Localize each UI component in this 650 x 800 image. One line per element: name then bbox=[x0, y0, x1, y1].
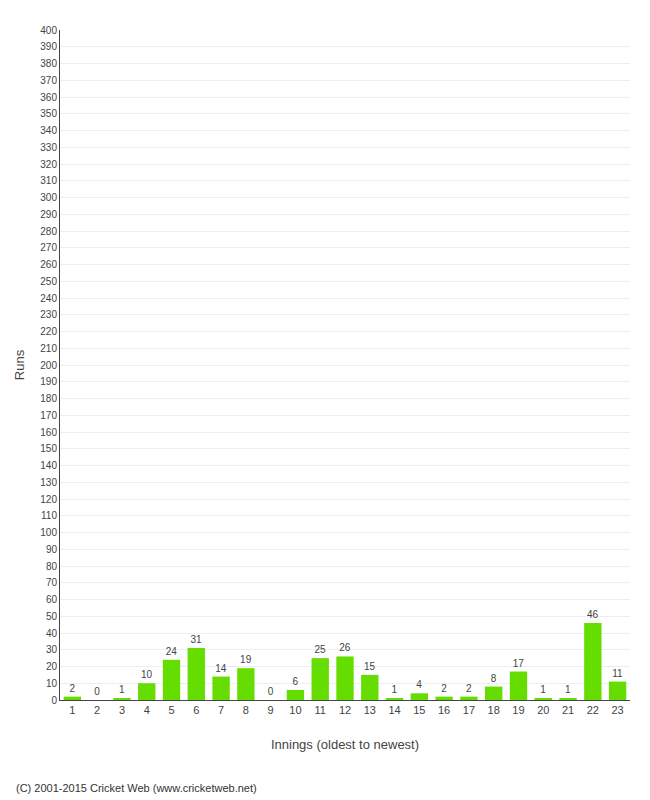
svg-text:10: 10 bbox=[46, 678, 58, 689]
svg-text:1: 1 bbox=[69, 704, 75, 716]
svg-text:5: 5 bbox=[168, 704, 174, 716]
svg-text:15: 15 bbox=[413, 704, 425, 716]
svg-text:8: 8 bbox=[243, 704, 249, 716]
svg-text:310: 310 bbox=[40, 175, 57, 186]
svg-text:180: 180 bbox=[40, 393, 57, 404]
svg-text:8: 8 bbox=[491, 673, 497, 684]
svg-text:11: 11 bbox=[315, 704, 326, 716]
svg-text:22: 22 bbox=[587, 704, 599, 716]
svg-text:23: 23 bbox=[611, 704, 623, 716]
svg-text:280: 280 bbox=[40, 226, 57, 237]
svg-text:110: 110 bbox=[41, 510, 57, 521]
svg-text:240: 240 bbox=[40, 293, 57, 304]
svg-text:Innings (oldest to newest): Innings (oldest to newest) bbox=[271, 737, 419, 752]
svg-text:10: 10 bbox=[141, 669, 153, 680]
svg-text:270: 270 bbox=[40, 242, 57, 253]
svg-text:70: 70 bbox=[46, 577, 58, 588]
svg-text:2: 2 bbox=[69, 683, 75, 694]
svg-text:25: 25 bbox=[314, 644, 326, 655]
svg-text:21: 21 bbox=[562, 704, 574, 716]
svg-text:Runs: Runs bbox=[12, 349, 27, 380]
svg-text:50: 50 bbox=[46, 611, 58, 622]
svg-text:17: 17 bbox=[513, 658, 525, 669]
svg-text:230: 230 bbox=[40, 309, 57, 320]
svg-text:390: 390 bbox=[40, 41, 57, 52]
svg-text:120: 120 bbox=[40, 494, 57, 505]
svg-text:40: 40 bbox=[46, 628, 58, 639]
svg-text:170: 170 bbox=[40, 410, 57, 421]
svg-text:140: 140 bbox=[40, 460, 57, 471]
svg-text:6: 6 bbox=[292, 676, 298, 687]
svg-text:9: 9 bbox=[268, 704, 274, 716]
svg-text:220: 220 bbox=[40, 326, 57, 337]
svg-text:2: 2 bbox=[94, 704, 100, 716]
svg-text:17: 17 bbox=[463, 704, 475, 716]
svg-text:380: 380 bbox=[40, 58, 57, 69]
svg-text:340: 340 bbox=[40, 125, 57, 136]
svg-text:1: 1 bbox=[540, 684, 546, 695]
svg-text:1: 1 bbox=[392, 684, 398, 695]
svg-text:(C) 2001-2015 Cricket Web (www: (C) 2001-2015 Cricket Web (www.cricketwe… bbox=[16, 782, 257, 794]
svg-text:12: 12 bbox=[339, 704, 351, 716]
svg-text:320: 320 bbox=[40, 159, 57, 170]
svg-text:10: 10 bbox=[289, 704, 301, 716]
svg-text:350: 350 bbox=[40, 108, 57, 119]
svg-text:2: 2 bbox=[441, 683, 447, 694]
svg-text:210: 210 bbox=[40, 343, 57, 354]
svg-text:1: 1 bbox=[565, 684, 571, 695]
svg-text:20: 20 bbox=[537, 704, 549, 716]
svg-text:16: 16 bbox=[438, 704, 450, 716]
svg-text:130: 130 bbox=[40, 477, 57, 488]
svg-text:0: 0 bbox=[51, 695, 57, 706]
svg-text:19: 19 bbox=[512, 704, 524, 716]
svg-text:26: 26 bbox=[339, 642, 351, 653]
svg-text:1: 1 bbox=[119, 684, 125, 695]
svg-text:60: 60 bbox=[46, 594, 58, 605]
svg-text:14: 14 bbox=[215, 663, 227, 674]
svg-text:7: 7 bbox=[218, 704, 224, 716]
svg-text:0: 0 bbox=[94, 686, 100, 697]
svg-text:11: 11 bbox=[612, 668, 623, 679]
svg-text:370: 370 bbox=[40, 75, 57, 86]
svg-text:150: 150 bbox=[40, 443, 57, 454]
svg-text:100: 100 bbox=[40, 527, 57, 538]
svg-text:3: 3 bbox=[119, 704, 125, 716]
svg-text:30: 30 bbox=[46, 644, 58, 655]
svg-text:2: 2 bbox=[466, 683, 472, 694]
svg-text:200: 200 bbox=[40, 360, 57, 371]
svg-text:360: 360 bbox=[40, 92, 57, 103]
svg-text:14: 14 bbox=[388, 704, 400, 716]
svg-text:300: 300 bbox=[40, 192, 57, 203]
svg-text:6: 6 bbox=[193, 704, 199, 716]
svg-text:290: 290 bbox=[40, 209, 57, 220]
svg-text:4: 4 bbox=[144, 704, 150, 716]
svg-text:31: 31 bbox=[191, 634, 203, 645]
svg-text:13: 13 bbox=[364, 704, 376, 716]
svg-text:160: 160 bbox=[40, 427, 57, 438]
svg-text:400: 400 bbox=[40, 25, 57, 36]
svg-text:0: 0 bbox=[268, 686, 274, 697]
svg-text:250: 250 bbox=[40, 276, 57, 287]
svg-text:19: 19 bbox=[240, 654, 252, 665]
svg-text:190: 190 bbox=[40, 376, 57, 387]
svg-text:46: 46 bbox=[587, 609, 599, 620]
svg-text:330: 330 bbox=[40, 142, 57, 153]
svg-text:20: 20 bbox=[46, 661, 58, 672]
svg-text:80: 80 bbox=[46, 561, 58, 572]
svg-text:90: 90 bbox=[46, 544, 58, 555]
svg-text:4: 4 bbox=[416, 679, 422, 690]
svg-text:260: 260 bbox=[40, 259, 57, 270]
svg-text:18: 18 bbox=[488, 704, 500, 716]
svg-text:24: 24 bbox=[166, 646, 178, 657]
svg-text:15: 15 bbox=[364, 661, 376, 672]
